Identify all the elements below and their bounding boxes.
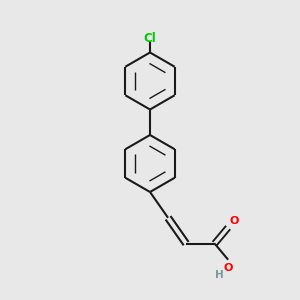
- Text: H: H: [215, 270, 224, 280]
- Text: O: O: [224, 263, 233, 273]
- Text: Cl: Cl: [144, 32, 156, 46]
- Text: O: O: [230, 216, 239, 226]
